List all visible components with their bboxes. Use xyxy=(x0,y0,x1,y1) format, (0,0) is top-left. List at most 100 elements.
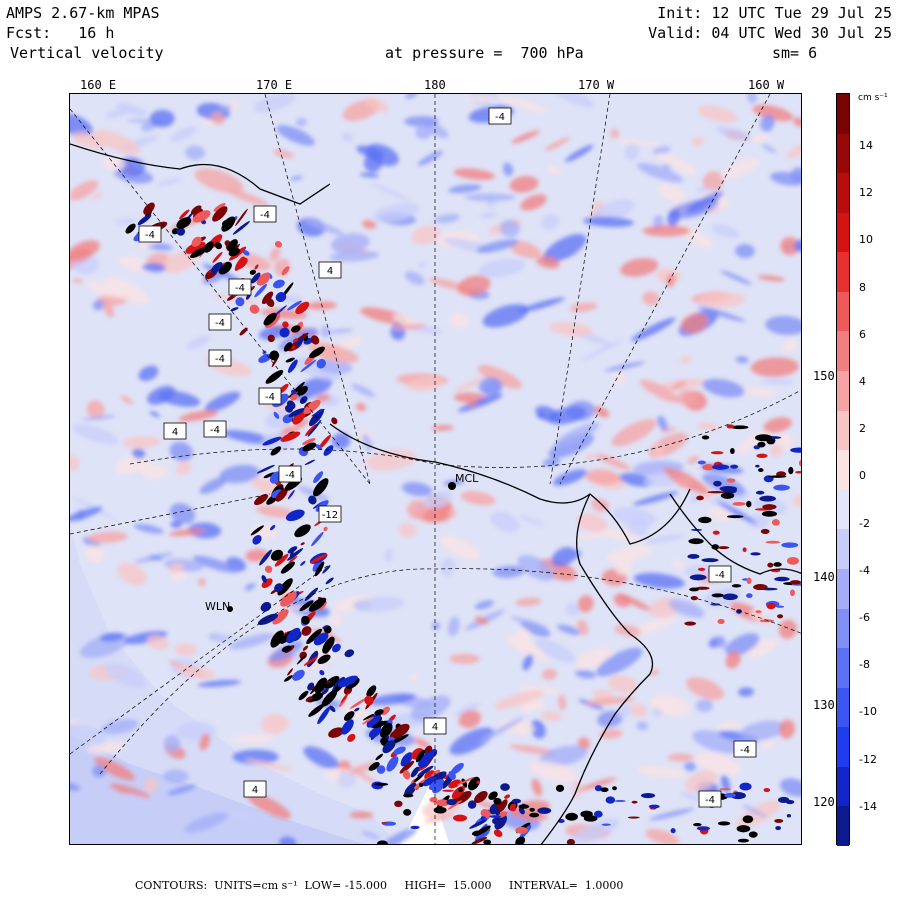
bottom-wave-cell xyxy=(410,825,420,830)
mountain-wave-cell xyxy=(137,214,152,226)
velocity-blob xyxy=(149,109,175,128)
velocity-blob xyxy=(780,237,800,256)
coastal-wave-cell xyxy=(726,478,736,483)
mountain-wave-cell xyxy=(422,776,437,787)
velocity-blob xyxy=(169,441,193,462)
velocity-blob xyxy=(606,545,652,564)
velocity-blob xyxy=(258,325,287,340)
velocity-blob xyxy=(464,193,516,202)
velocity-blob xyxy=(174,643,197,656)
velocity-blob xyxy=(480,212,498,219)
velocity-blob xyxy=(524,814,548,822)
wln-marker[interactable] xyxy=(227,606,233,612)
velocity-blob xyxy=(337,771,358,788)
velocity-blob xyxy=(506,635,549,661)
mountain-wave-cell xyxy=(289,551,294,557)
velocity-blob xyxy=(703,587,741,607)
mountain-wave-cell xyxy=(325,577,334,585)
coastal-wave-cell xyxy=(720,492,735,499)
velocity-blob xyxy=(220,808,270,825)
velocity-blob xyxy=(417,261,428,268)
velocity-blob xyxy=(415,124,432,140)
coastal-wave-cell xyxy=(760,528,770,534)
velocity-blob xyxy=(103,301,115,318)
coastal-wave-cell xyxy=(781,542,799,548)
contour-label-box: -4 xyxy=(708,565,732,583)
velocity-blob xyxy=(310,628,335,637)
velocity-blob xyxy=(132,448,146,459)
coastal-wave-cell xyxy=(789,580,801,585)
mountain-wave-cell xyxy=(515,836,526,844)
velocity-blob xyxy=(519,515,545,527)
velocity-blob xyxy=(138,365,159,381)
coastal-wave-cell xyxy=(755,610,762,614)
coastal-wave-cell xyxy=(712,464,730,470)
velocity-blob xyxy=(359,172,380,178)
mountain-wave-cell xyxy=(211,262,223,274)
bottom-wave-cell xyxy=(555,784,565,792)
velocity-blob xyxy=(686,677,724,700)
colorbar-swatch xyxy=(837,252,849,293)
velocity-blob xyxy=(328,328,354,334)
mountain-wave-cell xyxy=(249,269,256,275)
velocity-blob xyxy=(536,256,560,269)
mountain-wave-cell xyxy=(386,756,399,772)
velocity-blob xyxy=(185,145,205,160)
mountain-wave-cell xyxy=(321,687,329,695)
velocity-blob xyxy=(92,765,106,778)
mountain-wave-cell xyxy=(242,249,250,256)
mountain-wave-cell xyxy=(287,359,298,373)
velocity-blob xyxy=(366,449,416,471)
velocity-blob xyxy=(186,335,211,350)
velocity-blob xyxy=(290,175,303,181)
velocity-blob xyxy=(447,616,460,637)
velocity-blob xyxy=(170,126,197,142)
velocity-blob xyxy=(218,104,232,111)
velocity-blob xyxy=(265,409,293,429)
coastal-wave-cell xyxy=(717,546,730,550)
velocity-blob xyxy=(597,710,623,728)
mountain-wave-cell xyxy=(488,791,498,800)
velocity-blob xyxy=(620,258,659,277)
mountain-wave-cell xyxy=(376,765,386,774)
mountain-wave-cell xyxy=(368,761,380,771)
velocity-blob xyxy=(637,765,687,779)
velocity-blob xyxy=(697,105,738,123)
velocity-blob xyxy=(169,503,196,524)
mountain-wave-cell xyxy=(239,327,248,336)
coastal-wave-cell xyxy=(732,501,746,506)
coastal-wave-cell xyxy=(701,435,710,440)
velocity-blob xyxy=(667,753,694,762)
mcmurdo-marker[interactable] xyxy=(448,482,456,490)
velocity-blob xyxy=(502,162,514,177)
mountain-wave-cell xyxy=(310,553,328,564)
mountain-wave-cell xyxy=(319,670,325,676)
vertical-velocity-map[interactable]: -4 -4 -4 4 -4 -4 -4 -4 -4 4 -4 -12 4 -4 -4 4 -4 xyxy=(69,93,802,845)
velocity-blob xyxy=(123,631,168,645)
mountain-wave-cell xyxy=(322,565,331,574)
colorbar-label: 2 xyxy=(859,422,866,436)
mountain-wave-cell xyxy=(298,690,309,701)
velocity-blob xyxy=(515,597,542,607)
velocity-blob xyxy=(786,142,801,159)
mountain-wave-cell xyxy=(192,210,211,223)
bottom-wave-cell xyxy=(631,800,638,804)
mountain-wave-cell xyxy=(417,765,434,777)
velocity-blob xyxy=(146,635,170,650)
mountain-wave-cell xyxy=(471,836,488,844)
coastal-wave-cell xyxy=(746,500,752,508)
mountain-wave-cell xyxy=(303,656,318,666)
velocity-blob xyxy=(715,126,753,142)
bottom-wave-cell xyxy=(601,823,611,826)
velocity-blob xyxy=(83,537,100,548)
velocity-blob xyxy=(124,793,158,809)
colorbar-swatch xyxy=(837,806,849,847)
bottom-wave-cell xyxy=(786,813,792,818)
velocity-blob xyxy=(101,718,139,735)
mountain-wave-cell xyxy=(302,438,316,445)
velocity-blob xyxy=(515,627,531,646)
velocity-blob xyxy=(576,513,608,533)
coastal-wave-cell xyxy=(710,603,721,606)
bottom-wave-cell xyxy=(537,807,552,814)
velocity-blob xyxy=(458,710,481,728)
